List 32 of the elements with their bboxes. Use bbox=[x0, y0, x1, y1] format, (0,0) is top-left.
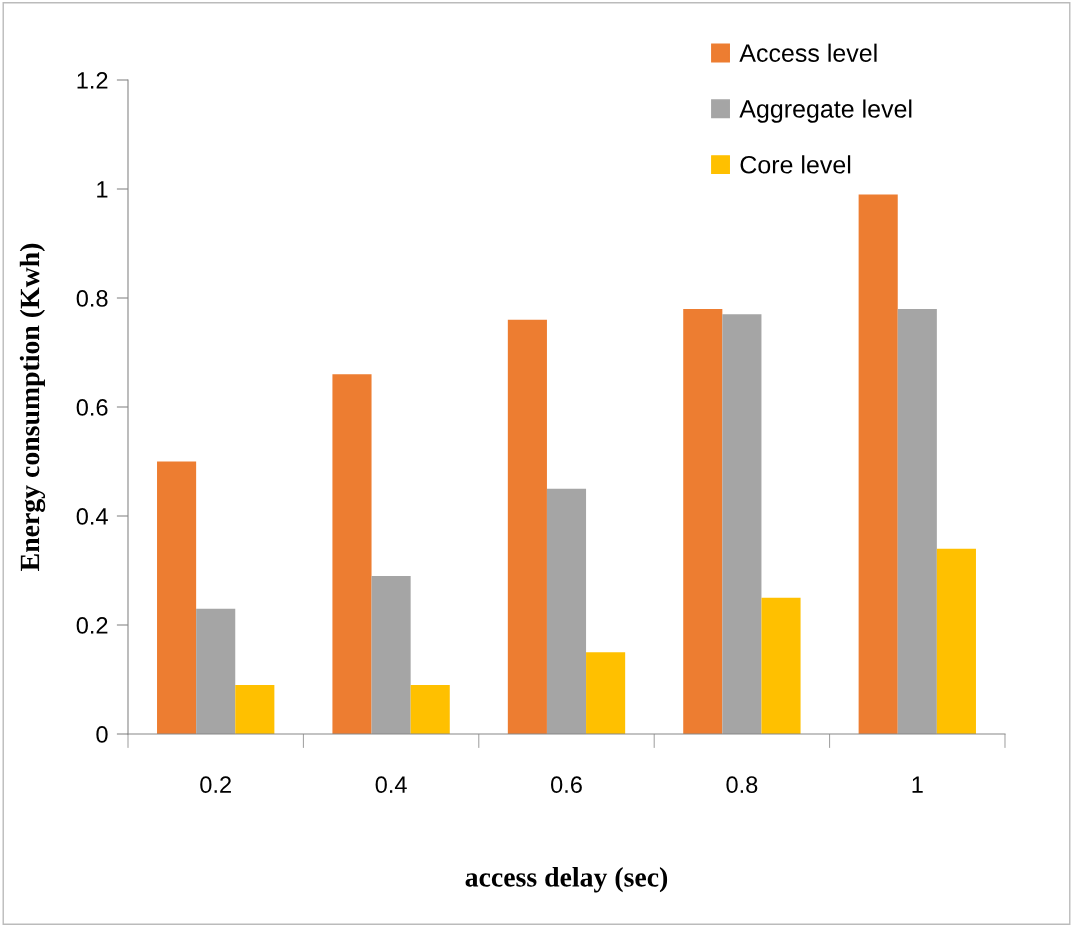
x-tick-label: 1 bbox=[912, 776, 923, 793]
y-tick-label: 0.8 bbox=[76, 290, 108, 307]
bar bbox=[196, 608, 236, 734]
bar bbox=[157, 461, 197, 734]
x-tick-label: 0.2 bbox=[200, 776, 231, 794]
y-axis-title: Energy consumption (Kwh) bbox=[19, 243, 46, 571]
y-tick-label: 0 bbox=[96, 726, 108, 743]
x-tick-label: 0.4 bbox=[375, 776, 407, 794]
y-tick-label: 0.6 bbox=[76, 399, 108, 416]
bar bbox=[858, 194, 898, 734]
y-tick-label: 0.2 bbox=[76, 617, 108, 634]
y-tick-label: 1 bbox=[97, 181, 108, 198]
legend-label: Core level bbox=[740, 155, 851, 174]
bar bbox=[722, 314, 762, 734]
bar bbox=[507, 319, 547, 734]
bar bbox=[897, 308, 937, 734]
bar bbox=[586, 652, 626, 734]
bar bbox=[683, 308, 723, 734]
legend-label: Access level bbox=[739, 43, 877, 62]
bar bbox=[235, 684, 275, 734]
bar bbox=[936, 548, 976, 734]
y-tick-label: 1.2 bbox=[77, 72, 108, 89]
bar bbox=[371, 575, 411, 734]
bar bbox=[546, 488, 587, 734]
x-tick-label: 0.8 bbox=[726, 776, 758, 794]
y-tick-label: 0.4 bbox=[76, 508, 108, 525]
legend-label: Aggregate level bbox=[739, 99, 912, 123]
bar bbox=[332, 374, 372, 734]
x-tick-label: 0.6 bbox=[551, 776, 582, 794]
bar bbox=[761, 597, 801, 734]
bar bbox=[410, 684, 450, 734]
x-axis-title: access delay (sec) bbox=[465, 867, 668, 893]
